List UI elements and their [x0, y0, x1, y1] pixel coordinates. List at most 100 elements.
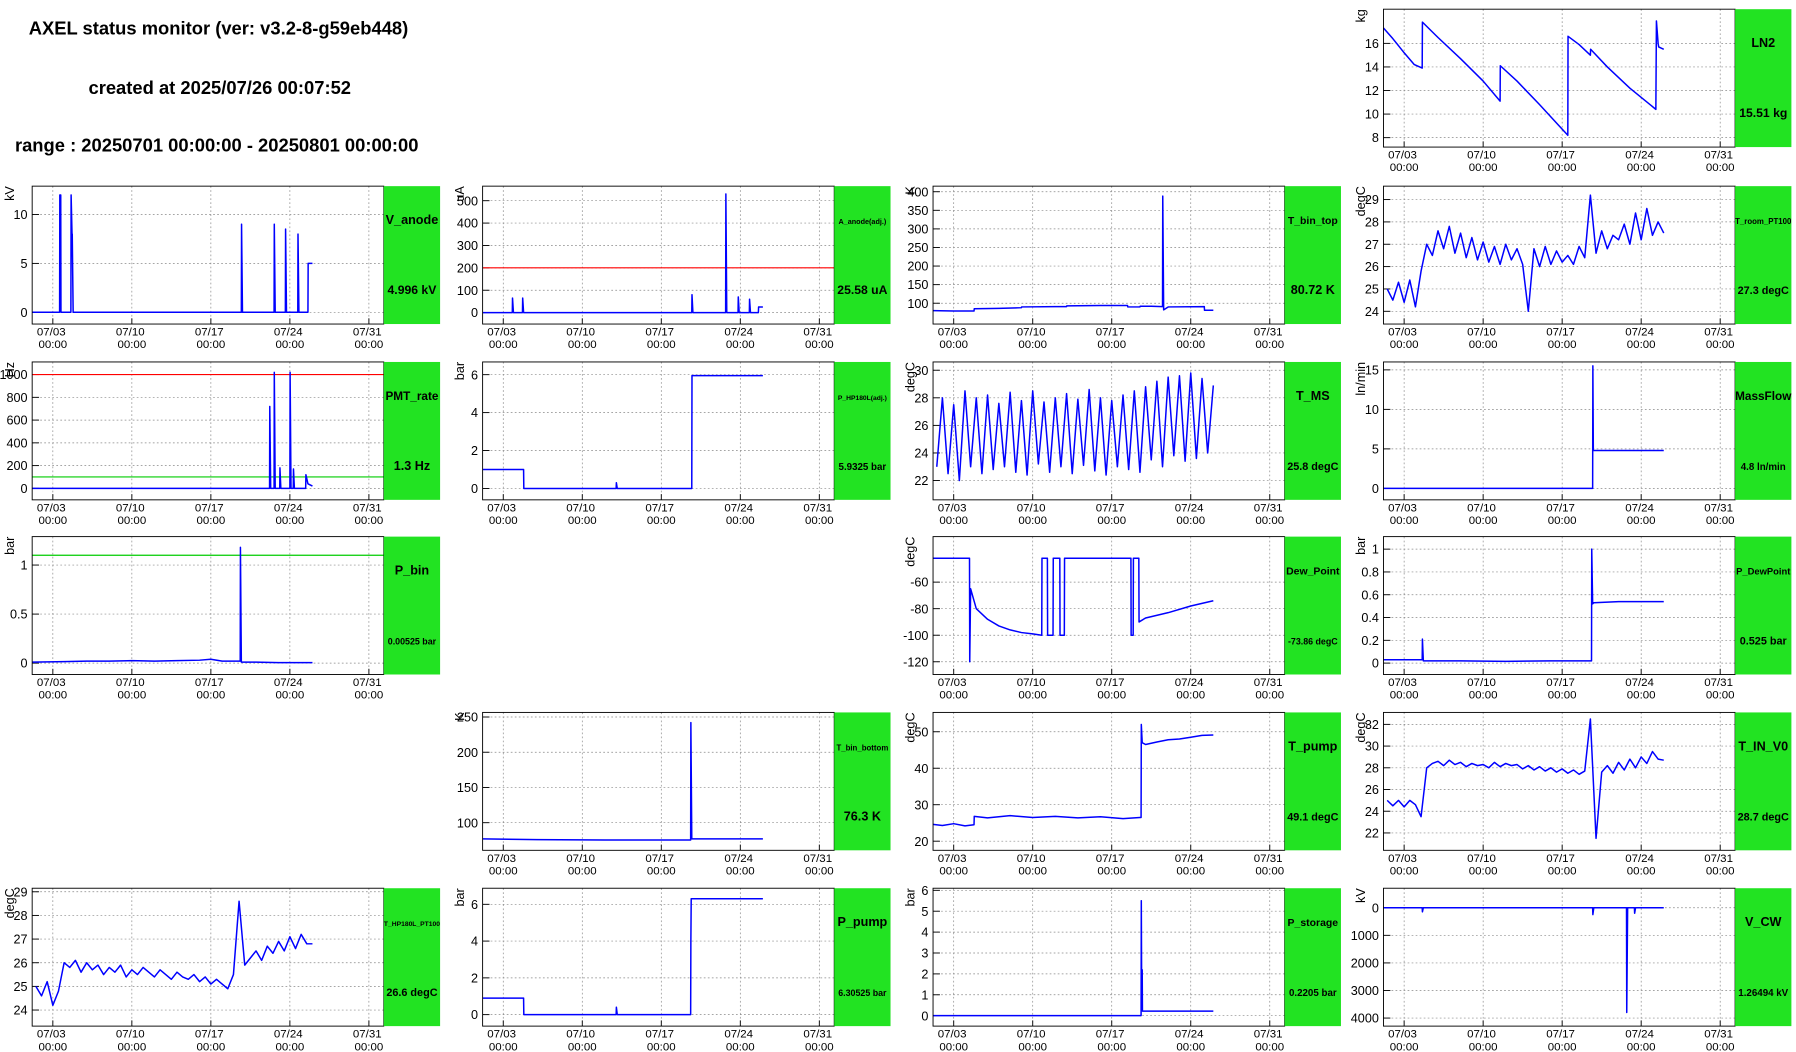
- y-tick-label: 0.5: [10, 608, 28, 622]
- x-tick-label: 07/24 00:00: [1625, 150, 1657, 175]
- y-tick-label: 0.2: [1361, 634, 1379, 648]
- y-tick-label: -100: [903, 629, 928, 643]
- data-line: [482, 721, 763, 841]
- status-box: [834, 361, 891, 500]
- x-tick-label: 07/31 00:00: [1704, 502, 1736, 527]
- plot-frame: [1383, 361, 1736, 501]
- y-tick-label: 5: [921, 905, 928, 919]
- y-tick-label: 300: [457, 239, 478, 253]
- x-tick-label: 07/10 00:00: [1467, 853, 1499, 878]
- x-tick-label: 07/17 00:00: [1546, 1029, 1578, 1052]
- plot-frame: [1383, 536, 1736, 675]
- status-value: 27.3 degC: [1738, 285, 1789, 297]
- y-tick-label: 300: [907, 222, 928, 236]
- x-tick-label: 07/03 00:00: [37, 502, 69, 527]
- y-tick-label: 25: [1365, 283, 1379, 297]
- status-box: [383, 888, 441, 1027]
- x-tick-label: 07/17 00:00: [1096, 677, 1128, 702]
- status-value: -73.86 degC: [1288, 637, 1338, 647]
- y-tick-label: 1: [1372, 543, 1379, 557]
- x-tick-label: 07/10 00:00: [116, 1029, 148, 1052]
- x-tick-label: 07/17 00:00: [1546, 502, 1578, 527]
- status-box: [1735, 361, 1792, 500]
- plot-frame: [482, 185, 835, 325]
- status-value: 0.2205 bar: [1289, 988, 1337, 999]
- x-tick-label: 07/03 00:00: [37, 1029, 69, 1052]
- data-line: [1386, 194, 1665, 313]
- y-tick-label: 250: [907, 241, 928, 255]
- y-tick-label: 4: [471, 406, 478, 420]
- x-tick-label: 07/24 00:00: [724, 502, 756, 527]
- x-tick-label: 07/31 00:00: [1254, 502, 1286, 527]
- y-axis-label: ln/min: [1354, 362, 1368, 396]
- y-tick-label: 28: [914, 391, 928, 405]
- y-tick-label: 0: [1372, 482, 1379, 496]
- plot-frame: [932, 887, 1286, 1027]
- plot-frame: [932, 536, 1286, 675]
- x-tick-label: 07/31 00:00: [1254, 327, 1286, 352]
- status-value: 25.8 degC: [1287, 461, 1338, 473]
- y-tick-label: 27: [1365, 238, 1379, 252]
- y-tick-label: 200: [907, 260, 928, 274]
- data-line: [933, 195, 1214, 312]
- status-box: [834, 888, 891, 1027]
- y-tick-label: 1: [21, 559, 28, 573]
- x-tick-label: 07/24 00:00: [724, 327, 756, 352]
- status-value: 26.6 degC: [386, 987, 437, 999]
- y-tick-label: 29: [14, 885, 28, 899]
- y-axis-label: degC: [1354, 712, 1368, 742]
- status-name: T_HP180L_PT100: [384, 921, 440, 928]
- y-tick-label: 150: [907, 278, 928, 292]
- x-tick-label: 07/10 00:00: [566, 853, 598, 878]
- data-line: [482, 898, 763, 1016]
- y-axis-label: uA: [453, 186, 467, 202]
- y-tick-label: 40: [914, 762, 928, 776]
- x-tick-label: 07/24 00:00: [274, 327, 306, 352]
- x-tick-label: 07/17 00:00: [195, 677, 227, 702]
- y-axis-label: bar: [453, 888, 467, 906]
- x-tick-label: 07/10 00:00: [1467, 327, 1499, 352]
- y-tick-label: 10: [14, 208, 28, 222]
- x-tick-label: 07/10 00:00: [1017, 327, 1049, 352]
- data-line: [482, 374, 763, 490]
- y-axis-label: Hz: [3, 362, 17, 377]
- y-tick-label: 26: [914, 419, 928, 433]
- y-tick-label: 100: [907, 297, 928, 311]
- y-tick-label: 800: [6, 391, 27, 405]
- y-tick-label: 8: [1372, 131, 1379, 145]
- y-tick-label: 0: [921, 1009, 928, 1023]
- data-line: [1383, 365, 1664, 490]
- status-name: T_MS: [1296, 389, 1330, 403]
- y-tick-label: 28: [1365, 761, 1379, 775]
- y-tick-label: 12: [1365, 84, 1379, 98]
- x-tick-label: 07/03 00:00: [37, 677, 69, 702]
- x-tick-label: 07/10 00:00: [1017, 677, 1049, 702]
- y-axis-label: kV: [1354, 888, 1368, 903]
- x-tick-label: 07/10 00:00: [1467, 502, 1499, 527]
- x-tick-label: 07/03 00:00: [938, 677, 970, 702]
- plot-frame: [1383, 711, 1736, 851]
- y-tick-label: 10: [1365, 108, 1379, 122]
- y-tick-label: 400: [907, 185, 928, 199]
- y-tick-label: 6: [471, 368, 478, 382]
- page-title: AXEL status monitor (ver: v3.2-8-g59eb44…: [29, 17, 409, 38]
- y-axis-label: bar: [453, 362, 467, 380]
- x-tick-label: 07/24 00:00: [1175, 1029, 1207, 1052]
- status-value: 0.00525 bar: [388, 637, 437, 647]
- x-tick-label: 07/10 00:00: [566, 502, 598, 527]
- status-value: 1.26494 kV: [1738, 988, 1788, 999]
- y-axis-label: kg: [1354, 9, 1368, 22]
- y-tick-label: 4000: [1351, 1012, 1379, 1026]
- status-name: PMT_rate: [385, 390, 438, 403]
- y-tick-label: 2: [921, 967, 928, 981]
- x-tick-label: 07/10 00:00: [1017, 502, 1049, 527]
- y-tick-label: 25: [14, 980, 28, 994]
- status-name: T_IN_V0: [1738, 739, 1788, 753]
- status-value: 6.30525 bar: [838, 988, 887, 998]
- x-tick-label: 07/31 00:00: [803, 327, 835, 352]
- y-axis-label: degC: [904, 362, 918, 392]
- x-tick-label: 07/17 00:00: [645, 327, 677, 352]
- y-tick-label: 0: [1372, 901, 1379, 915]
